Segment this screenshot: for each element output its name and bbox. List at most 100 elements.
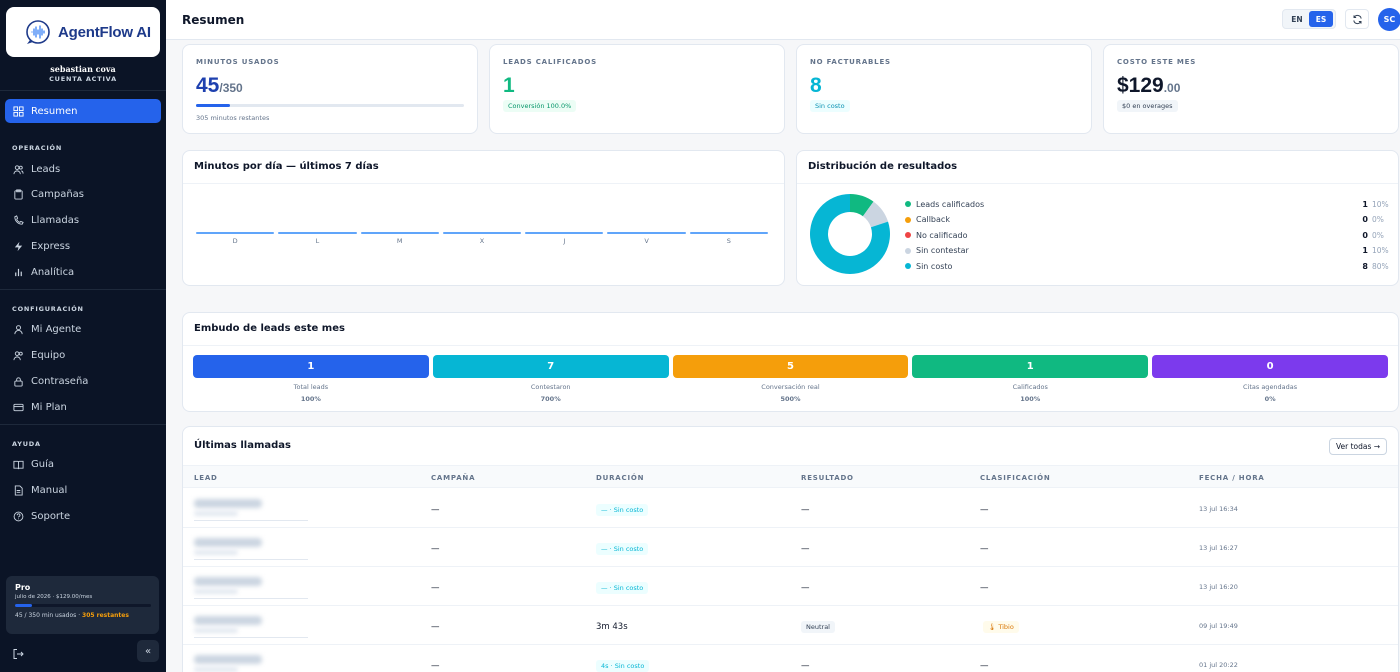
- clipboard-icon: [13, 188, 24, 200]
- plan-remaining: 305 restantes: [82, 612, 129, 619]
- sidebar-item-label: Mi Agente: [31, 323, 82, 335]
- distribution-title: Distribución de resultados: [808, 161, 958, 172]
- table-row[interactable]: — 4s · Sin costo — — 01 jul 20:22: [183, 645, 1398, 672]
- sidebar-item-label: Mi Plan: [31, 401, 67, 413]
- plan-usage-separator: ·: [78, 612, 81, 619]
- result-cell: —: [801, 583, 810, 593]
- user-icon: [13, 324, 24, 335]
- lead-name-redacted: [194, 616, 262, 625]
- table-row[interactable]: — — · Sin costo — — 13 jul 16:27: [183, 528, 1398, 567]
- section-ayuda: AYUDA: [12, 440, 41, 448]
- logo[interactable]: AgentFlow AI: [6, 7, 160, 57]
- legend-count: 1: [1362, 246, 1368, 255]
- col-resultado[interactable]: RESULTADO: [801, 474, 854, 482]
- col-campana[interactable]: CAMPAÑA: [431, 474, 476, 482]
- sidebar-item-soporte[interactable]: Soporte: [5, 504, 161, 528]
- plan-summary[interactable]: Pro julio de 2026 · $129.00/mes 45 / 350…: [6, 576, 159, 634]
- sidebar-item-guia[interactable]: Guía: [5, 452, 161, 476]
- day-label: M: [396, 237, 403, 245]
- logout-icon[interactable]: [12, 645, 24, 659]
- duration-cell: — · Sin costo: [596, 504, 649, 516]
- col-duracion[interactable]: DURACIÓN: [596, 474, 645, 482]
- sidebar-item-leads[interactable]: Leads: [5, 157, 161, 181]
- date-cell: 13 jul 16:20: [1199, 583, 1238, 591]
- topbar: Resumen EN ES SC: [166, 0, 1400, 40]
- day-label: X: [479, 237, 485, 245]
- lead-phone-redacted: [194, 667, 238, 672]
- legend-percent: 10%: [1372, 246, 1389, 255]
- legend-dot: [905, 232, 911, 238]
- distribution-donut: [810, 194, 890, 274]
- donut-slice: [862, 201, 889, 228]
- kpi-minutes-card: MINUTOS USADOS 45/350 305 minutos restan…: [182, 44, 478, 134]
- sidebar-item-mi-agente[interactable]: Mi Agente: [5, 317, 161, 341]
- sidebar-item-resumen[interactable]: Resumen: [5, 99, 161, 123]
- legend-dot: [905, 263, 911, 269]
- campaign-cell: —: [431, 622, 440, 632]
- sidebar-item-manual[interactable]: Manual: [5, 478, 161, 502]
- page-title: Resumen: [182, 13, 245, 27]
- plan-name: Pro: [15, 583, 31, 592]
- plan-usage-minutes: 45 / 350 min usados: [15, 612, 77, 619]
- grid-icon: [13, 105, 24, 117]
- sidebar: AgentFlow AI sebastian cova CUENTA ACTIV…: [0, 0, 166, 672]
- sidebar-item-llamadas[interactable]: Llamadas: [5, 208, 161, 232]
- col-fecha-hora[interactable]: FECHA / HORA: [1199, 474, 1265, 482]
- campaign-cell: —: [431, 505, 440, 515]
- view-all-button[interactable]: Ver todas →: [1329, 438, 1387, 455]
- kpi-qualified-value: 1: [503, 74, 515, 97]
- legend-count: 0: [1362, 230, 1368, 240]
- avatar[interactable]: SC: [1378, 8, 1400, 31]
- sidebar-item-label: Contraseña: [31, 375, 89, 387]
- day-bar: [607, 232, 686, 234]
- bar-chart-icon: [13, 267, 24, 278]
- conversion-chip: Conversión 100.0%: [503, 100, 577, 112]
- date-cell: 09 jul 19:49: [1199, 622, 1238, 630]
- legend-label: Leads calificados: [916, 199, 985, 209]
- legend-item: Sin contestar 1 10%: [905, 245, 1389, 257]
- legend-item: Callback 0 0%: [905, 214, 1384, 226]
- lang-en-button[interactable]: EN: [1291, 14, 1303, 24]
- funnel-stage-bar[interactable]: 1: [193, 355, 429, 378]
- day-label: D: [232, 237, 238, 245]
- funnel-stage-label: Citas agendadas: [1243, 383, 1298, 391]
- funnel-stage-bar[interactable]: 1: [912, 355, 1149, 378]
- kpi-cost-card: COSTO ESTE MES $129.00 $0 en overages: [1103, 44, 1399, 134]
- collapse-sidebar-button[interactable]: «: [137, 640, 159, 662]
- table-row[interactable]: — — · Sin costo — — 13 jul 16:20: [183, 567, 1398, 606]
- sidebar-item-mi-plan[interactable]: Mi Plan: [5, 395, 161, 419]
- funnel-stage-percent: 100%: [300, 395, 321, 403]
- refresh-button[interactable]: [1345, 9, 1369, 29]
- day-label: S: [726, 237, 731, 245]
- legend-item: No calificado 0 0%: [905, 229, 1384, 241]
- minutes-chart-card: Minutos por día — últimos 7 días D L M X J V S: [182, 150, 785, 286]
- col-clasificacion[interactable]: CLASIFICACIÓN: [980, 474, 1051, 482]
- plan-usage-bar: [15, 604, 151, 607]
- day-label: J: [563, 237, 566, 245]
- sidebar-item-contrasena[interactable]: Contraseña: [5, 369, 161, 393]
- col-lead[interactable]: LEAD: [194, 474, 218, 482]
- funnel-stage-bar[interactable]: 7: [432, 355, 669, 378]
- legend-dot: [905, 247, 911, 254]
- sidebar-item-campanas[interactable]: Campañas: [5, 182, 161, 206]
- book-icon: [13, 459, 24, 470]
- table-row[interactable]: — 3m 43s Neutral 🌡 Tibio 09 jul 19:49: [183, 606, 1398, 645]
- day-label: V: [644, 237, 649, 245]
- divider: [0, 90, 166, 91]
- kpi-cost-cents: .00: [1163, 81, 1181, 95]
- kpi-value: 45/350: [196, 74, 243, 98]
- sidebar-item-analitica[interactable]: Analítica: [5, 260, 161, 284]
- funnel-stage-percent: 0%: [1264, 395, 1276, 403]
- funnel-stage-label: Contestaron: [530, 383, 571, 391]
- table-row[interactable]: — — · Sin costo — — 13 jul 16:34: [183, 489, 1398, 528]
- sidebar-item-label: Guía: [31, 458, 54, 470]
- sidebar-item-equipo[interactable]: Equipo: [5, 343, 161, 367]
- day-bar: [689, 232, 768, 234]
- funnel-stage-label: Conversación real: [761, 383, 820, 391]
- date-cell: 13 jul 16:34: [1199, 505, 1238, 513]
- lang-es-button[interactable]: ES: [1309, 11, 1333, 27]
- funnel-stage-bar[interactable]: 0: [1152, 355, 1388, 378]
- table-header: LEAD CAMPAÑA DURACIÓN RESULTADO CLASIFIC…: [183, 465, 1398, 488]
- sidebar-item-express[interactable]: Express: [5, 234, 161, 258]
- funnel-stage-bar[interactable]: 5: [672, 355, 909, 378]
